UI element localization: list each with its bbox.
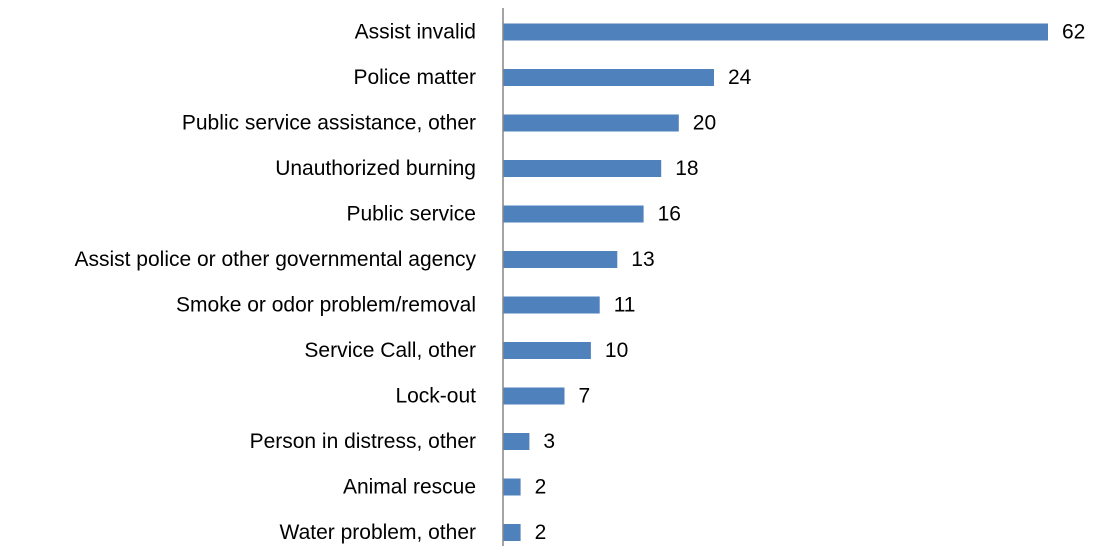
value-label: 18	[675, 157, 698, 180]
bar-11	[503, 524, 521, 541]
category-label: Lock-out	[395, 385, 476, 408]
value-label: 2	[535, 476, 547, 499]
category-label: Animal rescue	[343, 476, 476, 499]
bars-group	[503, 23, 1048, 541]
category-label: Water problem, other	[280, 521, 476, 544]
value-label: 62	[1062, 21, 1085, 44]
category-label: Police matter	[353, 66, 476, 89]
value-label: 24	[728, 66, 752, 89]
category-label: Unauthorized burning	[275, 157, 476, 180]
category-label: Person in distress, other	[250, 430, 476, 453]
value-label: 7	[579, 385, 591, 408]
category-label: Public service assistance, other	[182, 112, 476, 135]
category-label: Assist police or other governmental agen…	[74, 248, 476, 271]
value-label: 20	[693, 112, 716, 135]
category-label: Smoke or odor problem/removal	[176, 294, 476, 317]
value-label: 11	[614, 294, 636, 317]
bar-2	[503, 114, 679, 132]
value-label: 16	[658, 203, 681, 226]
value-label: 10	[605, 339, 628, 362]
bar-3	[503, 160, 662, 177]
value-label: 2	[535, 521, 547, 544]
category-labels-group: Assist invalid Police matter Public servic…	[74, 21, 476, 545]
bar-6	[503, 296, 600, 314]
bar-9	[503, 433, 530, 450]
bar-0	[503, 23, 1048, 41]
bar-4	[503, 205, 644, 223]
bar-1	[503, 69, 714, 86]
bar-7	[503, 342, 591, 359]
value-label: 13	[631, 248, 654, 271]
category-label: Assist invalid	[355, 21, 476, 44]
bar-8	[503, 387, 565, 405]
bar-10	[503, 478, 521, 496]
value-label: 3	[543, 430, 555, 453]
bar-5	[503, 251, 618, 268]
category-label: Public service	[346, 203, 476, 226]
category-label: Service Call, other	[304, 339, 476, 362]
